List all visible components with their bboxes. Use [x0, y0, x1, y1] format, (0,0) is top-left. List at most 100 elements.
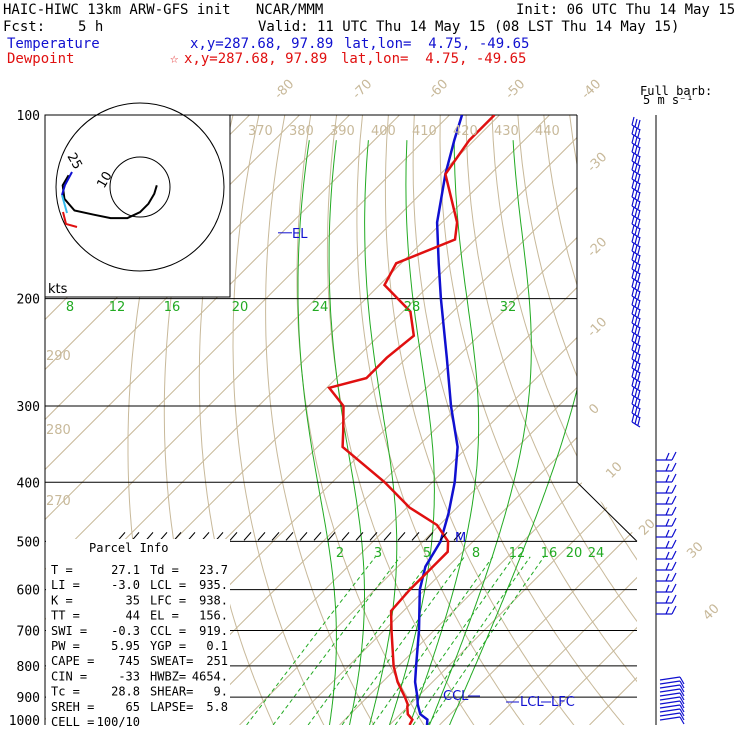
wind-barb	[656, 528, 677, 538]
hatch-mark	[411, 532, 420, 541]
isotherm	[45, 115, 550, 725]
wind-barb	[631, 278, 641, 293]
parcel-stat-value: 28.8	[111, 685, 140, 699]
wind-barb	[659, 676, 685, 685]
hatch-mark	[425, 532, 434, 541]
star-icon: ☆	[170, 51, 179, 67]
parcel-stat-label: K =	[51, 593, 73, 607]
theta-label: 290	[46, 349, 71, 364]
temperature-tick-label: -70	[350, 77, 376, 103]
parcel-info-box	[46, 539, 230, 725]
wind-barb	[631, 413, 641, 428]
theta-label: 390	[330, 124, 355, 139]
wind-barb	[631, 377, 641, 392]
forecast-label: Fcst:	[3, 19, 46, 35]
hodograph-units: kts	[48, 282, 68, 297]
hodograph-ring	[109, 156, 171, 218]
parcel-stat-value: 745	[118, 654, 140, 668]
dewpoint-profile	[327, 115, 496, 725]
parcel-stat-value: 5.8	[206, 700, 228, 714]
dry-adiabat	[412, 115, 636, 725]
parcel-stat-label: SWEAT=	[150, 654, 193, 668]
moist-adiabat-label: 32	[500, 300, 517, 315]
wind-barb	[659, 708, 685, 717]
hatch-mark	[439, 532, 448, 541]
wind-barb	[631, 179, 641, 194]
theta-label: 280	[46, 423, 71, 438]
parcel-stat-label: SREH =	[51, 700, 94, 714]
moist-adiabat	[364, 140, 398, 725]
parcel-stat-value: 44	[126, 609, 140, 623]
dry-adiabat	[439, 115, 637, 725]
wind-barb	[631, 143, 641, 158]
parcel-stat-label: LFC =	[150, 593, 186, 607]
parcel-stat-label: HWBZ=	[150, 669, 186, 683]
wind-barb	[631, 260, 641, 275]
moist-adiabat	[429, 140, 532, 725]
parcel-stat-label: T =	[51, 563, 73, 577]
moist-adiabat	[449, 140, 596, 725]
isotherm	[239, 115, 637, 725]
wind-barb	[631, 206, 641, 221]
hatch-mark	[383, 532, 392, 541]
hatch-mark	[271, 532, 280, 541]
moist-adiabat	[297, 140, 337, 725]
wind-barb	[631, 224, 641, 239]
mixing-ratio-label: 5	[423, 546, 431, 561]
parcel-stat-value: 919.	[199, 624, 228, 638]
parcel-stat-value: 0.1	[206, 639, 228, 653]
wind-barb	[631, 395, 641, 410]
hodograph-ring-label: 10	[94, 169, 115, 191]
hatch-mark	[341, 532, 350, 541]
pressure-tick-label: 100	[17, 109, 40, 124]
mixing-ratio-label: 24	[588, 546, 605, 561]
wind-barb	[656, 462, 677, 472]
pressure-tick-label: 300	[17, 400, 40, 415]
parcel-stat-value: 35	[126, 593, 140, 607]
wind-barb	[631, 350, 641, 365]
ccl-label: CCL	[443, 689, 469, 704]
theta-label: 430	[494, 124, 519, 139]
mixing-ratio-line	[427, 556, 545, 725]
hodograph-trace	[61, 174, 158, 220]
dry-adiabat	[465, 115, 637, 725]
temperature-tick-label: -30	[585, 150, 611, 176]
mixing-ratio-label: 16	[541, 546, 558, 561]
dewpoint-legend-label: Dewpoint	[7, 51, 75, 67]
theta-label: 270	[46, 494, 71, 509]
temperature-profile	[413, 115, 464, 725]
temperature-tick-label: 20	[636, 516, 658, 538]
isotherm	[45, 115, 450, 725]
isotherm	[45, 115, 500, 725]
theta-label: 440	[535, 124, 560, 139]
temperature-tick-label: -80	[272, 77, 298, 103]
mixing-ratio-line	[272, 556, 401, 725]
temperature-tick-label: 30	[684, 539, 706, 561]
moist-adiabat-label: 28	[404, 300, 421, 315]
wind-barb	[659, 712, 685, 721]
mixing-ratio-line	[372, 556, 494, 725]
dry-adiabat	[384, 115, 585, 725]
forecast-hours: 5 h	[78, 19, 104, 35]
isotherm	[189, 115, 637, 725]
wind-barb	[656, 451, 677, 461]
parcel-stat-value: -0.3	[111, 624, 140, 638]
parcel-stat-value: 935.	[199, 578, 228, 592]
pressure-tick-label: 500	[17, 535, 40, 550]
moist-adiabat	[328, 140, 365, 725]
parcel-stat-value: 251	[206, 654, 228, 668]
isotherm	[389, 115, 637, 725]
parcel-stat-label: LCL =	[150, 578, 186, 592]
wind-barb	[631, 296, 641, 311]
temperature-tick-label: 40	[700, 601, 722, 623]
wind-barb	[656, 473, 677, 483]
dewpoint-xy: x,y=287.68, 97.89	[184, 51, 328, 67]
hodograph-trace-high	[61, 171, 73, 196]
chart-title: HAIC-HIWC 13km ARW-GFS init NCAR/MMM	[3, 2, 324, 18]
wind-barb	[631, 386, 641, 401]
dry-adiabat	[673, 115, 740, 738]
parcel-stat-label: CELL =	[51, 715, 94, 729]
parcel-stat-value: 9.	[214, 685, 228, 699]
wind-barb	[631, 170, 641, 185]
